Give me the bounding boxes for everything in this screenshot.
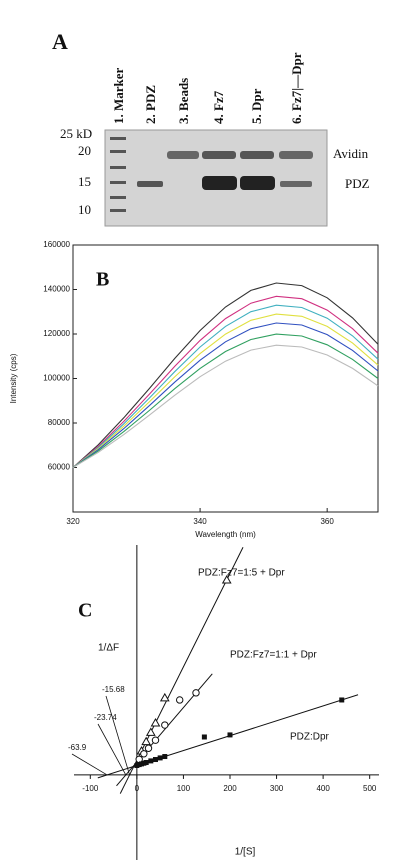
point [148,758,153,763]
x-tick-label: 500 [363,784,377,793]
size-marker: 10 [78,202,91,217]
y-tick-label: 80000 [48,418,71,427]
plot-frame [73,245,378,512]
band [110,137,126,140]
intercept-label: -63.9 [68,743,87,752]
leader-line [72,754,107,775]
point [339,697,344,702]
curve [73,345,378,467]
lane-labels: 1. Marker 2. PDZ 3. Beads 4. Fz7 5. Dpr 6. Fz… [111,52,304,124]
x-tick-label: 200 [223,784,237,793]
band [110,150,126,153]
point [162,754,167,759]
point [151,719,159,726]
band [110,181,126,184]
x-tick-label: 360 [320,517,334,526]
point [153,757,158,762]
series-label: PDZ:Fz7=1:1 + Dpr [230,650,317,661]
band-label: Avidin [333,146,369,161]
point [152,737,158,743]
x-tick-label: 400 [316,784,330,793]
y-tick-label: 160000 [43,240,70,249]
leader-line [106,696,130,775]
size-marker: 25 kD [60,126,92,141]
panel-label: C [78,600,92,622]
page: {"gel": {"panel_label": "A", "lanes": ["… [0,0,393,865]
x-axis-title: Wavelength (nm) [195,530,256,539]
x-tick-label: 340 [193,517,207,526]
point [193,690,199,696]
point [142,738,150,745]
x-tick-label: 320 [66,517,80,526]
point [227,732,232,737]
band [202,151,236,159]
intercept-label: -15.68 [102,685,125,694]
curve [73,283,378,468]
band [110,166,126,169]
point [162,722,168,728]
band [137,181,163,187]
x-tick-label: 300 [270,784,284,793]
y-tick-label: 60000 [48,463,71,472]
lane-label: 4. Fz7 [211,90,226,124]
band-label: PDZ [345,176,370,191]
curve [73,323,378,468]
point [177,697,183,703]
y-axis-title: Intensity (cps) [9,353,18,403]
point [158,755,163,760]
intercept-label: -23.74 [94,713,117,722]
y-tick-label: 140000 [43,285,70,294]
y-tick-label: 100000 [43,374,70,383]
x-tick-label: 100 [177,784,191,793]
lane-label: 6. Fz7|—Dpr [289,52,304,124]
lane-label: 1. Marker [111,67,126,124]
x-tick-label: 0 [135,784,140,793]
band [167,151,199,159]
y-tick-label: 120000 [43,329,70,338]
series-label: PDZ:Fz7=1:5 + Dpr [198,568,285,579]
lane-label: 2. PDZ [143,85,158,124]
band [280,181,312,187]
size-marker: 15 [78,174,91,189]
series-label: PDZ:Dpr [290,732,330,743]
band [202,176,237,190]
point [141,751,147,757]
band [240,151,274,159]
lane-label: 3. Beads [176,78,191,124]
size-marker: 20 [78,143,91,158]
band [240,176,275,190]
panel-label: A [52,29,68,54]
lane-label: 5. Dpr [249,88,264,124]
band [110,209,126,212]
point [202,734,207,739]
x-tick-label: -100 [82,784,99,793]
band [110,196,126,199]
point [161,694,169,701]
x-axis-title: 1/[S] [235,847,256,858]
panel-label: B [96,269,109,291]
point [147,728,155,735]
band [279,151,313,159]
point [144,760,149,765]
figure: A 1. Marker 2. PDZ 3. Beads 4. Fz7 5. Dpr 6. … [0,0,393,865]
curve [73,334,378,467]
y-axis-title: 1/ΔF [98,643,119,654]
point [145,745,151,751]
